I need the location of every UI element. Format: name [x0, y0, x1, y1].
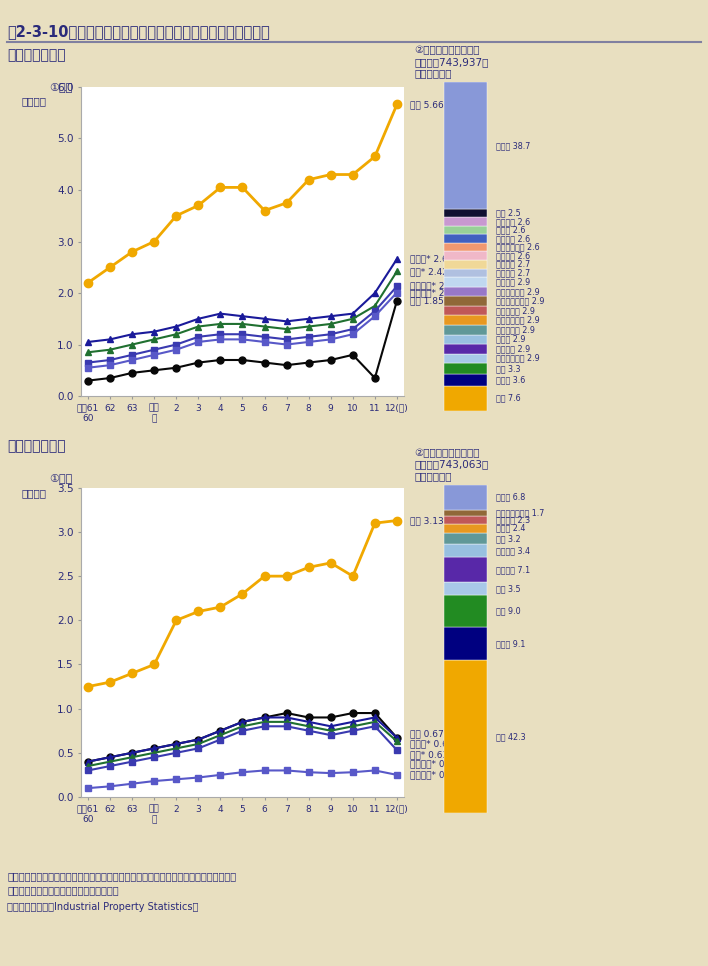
Bar [445, 217, 486, 226]
Bar [445, 363, 486, 374]
Text: 米国 7.6: 米国 7.6 [496, 393, 520, 403]
Text: スウェーデン 2.9: スウェーデン 2.9 [496, 354, 539, 363]
Text: イタリア 3.4: イタリア 3.4 [496, 546, 530, 554]
Bar [445, 269, 486, 277]
Text: ドイツ 3.6: ドイツ 3.6 [496, 375, 525, 384]
Bar [445, 234, 486, 242]
Text: オーストラリア 1.7: オーストラリア 1.7 [496, 508, 544, 517]
Text: ギリシャ 2.6: ギリシャ 2.6 [496, 234, 530, 243]
Text: スイス 2.9: スイス 2.9 [496, 335, 525, 344]
Text: イタリア* 2.01: イタリア* 2.01 [410, 288, 459, 297]
Text: 出願総数743,063件: 出願総数743,063件 [414, 460, 489, 469]
Bar [445, 251, 486, 260]
Text: アイルランド 2.6: アイルランド 2.6 [496, 242, 539, 251]
Text: 米国 3.13: 米国 3.13 [410, 516, 444, 525]
Text: 出願総数743,937件: 出願総数743,937件 [414, 57, 489, 67]
Text: ２．図中の＊印はＥＰＣ加盟国を示す: ２．図中の＊印はＥＰＣ加盟国を示す [7, 886, 119, 895]
Text: （万件）: （万件） [21, 97, 46, 106]
Bar [445, 297, 486, 306]
Bar [445, 209, 486, 217]
Text: キプロス 2.6: キプロス 2.6 [496, 217, 530, 226]
Text: イタリア 2.7: イタリア 2.7 [496, 269, 530, 277]
Bar [445, 260, 486, 269]
Text: ②内訳（平成１２年）: ②内訳（平成１２年） [414, 45, 480, 55]
Bar [445, 334, 486, 344]
Text: ドイツ 9.1: ドイツ 9.1 [496, 639, 525, 648]
Bar [445, 354, 486, 363]
Bar [445, 325, 486, 334]
Bar [445, 582, 486, 595]
Text: （単位：％）: （単位：％） [414, 69, 452, 78]
Text: ルクセンブルグ 2.9: ルクセンブルグ 2.9 [496, 297, 544, 305]
Bar [445, 595, 486, 628]
Text: デンマーク 2.9: デンマーク 2.9 [496, 326, 535, 334]
Text: その他 6.8: その他 6.8 [496, 493, 525, 501]
Text: オーストリア 2.9: オーストリア 2.9 [496, 316, 539, 325]
Bar [445, 277, 486, 287]
Bar [445, 516, 486, 524]
Text: フランス* 0.53: フランス* 0.53 [410, 760, 459, 769]
Text: 米国 42.3: 米国 42.3 [496, 732, 525, 741]
Text: 韓国 9.0: 韓国 9.0 [496, 607, 520, 615]
Text: 第2-3-10図　日本人の外国への特許出願及び登録件数の推移: 第2-3-10図 日本人の外国への特許出願及び登録件数の推移 [7, 24, 270, 40]
Text: （２）登録件数: （２）登録件数 [7, 440, 66, 453]
Bar [445, 374, 486, 385]
Text: イタリア* 0.25: イタリア* 0.25 [410, 770, 459, 780]
Text: オランダ 2.7: オランダ 2.7 [496, 260, 530, 269]
Text: ベルギー 2.6: ベルギー 2.6 [496, 251, 530, 260]
Bar [445, 485, 486, 509]
Text: ドイツ* 0.67: ドイツ* 0.67 [410, 739, 454, 749]
Bar [445, 344, 486, 354]
Text: オランダ 2.3: オランダ 2.3 [496, 515, 530, 525]
Bar [445, 661, 486, 813]
Text: 英国* 0.63: 英国* 0.63 [410, 750, 448, 759]
Bar [445, 316, 486, 325]
Text: カナダ 2.4: カナダ 2.4 [496, 524, 525, 533]
Text: （１）出願件数: （１）出願件数 [7, 48, 66, 62]
Text: 資料：ＷＩＰＯ「Industrial Property Statistics」: 資料：ＷＩＰＯ「Industrial Property Statistics」 [7, 902, 198, 912]
Text: （単位：％）: （単位：％） [414, 471, 452, 481]
Bar [445, 524, 486, 532]
Text: スペイン 2.9: スペイン 2.9 [496, 344, 530, 354]
Bar [445, 544, 486, 556]
Text: フランス 7.1: フランス 7.1 [496, 565, 530, 574]
Text: 注）１．特許協力条約（ＰＣＴ）及び欧州特許条約（ＥＰＣ）による指定件数を含む。: 注）１．特許協力条約（ＰＣＴ）及び欧州特許条約（ＥＰＣ）による指定件数を含む。 [7, 871, 236, 881]
Text: 中国 3.2: 中国 3.2 [496, 534, 520, 543]
Text: ドイツ* 2.66: ドイツ* 2.66 [410, 254, 454, 264]
Text: （万件）: （万件） [21, 488, 46, 497]
Text: モナコ 2.6: モナコ 2.6 [496, 225, 525, 235]
Text: ①推移: ①推移 [50, 473, 73, 483]
Text: 韓国 0.67: 韓国 0.67 [410, 729, 444, 738]
Text: 英国* 2.42: 英国* 2.42 [410, 267, 448, 276]
Bar [445, 306, 486, 316]
Text: ②内訳（平成１２年）: ②内訳（平成１２年） [414, 448, 480, 458]
Text: フィンランド 2.9: フィンランド 2.9 [496, 287, 539, 297]
Bar [445, 385, 486, 411]
Text: 韓国 2.5: 韓国 2.5 [496, 209, 520, 217]
Text: 英国 3.5: 英国 3.5 [496, 584, 520, 593]
Text: 米国 5.66: 米国 5.66 [410, 99, 444, 109]
Text: 英国 3.3: 英国 3.3 [496, 364, 520, 373]
Text: 韓国 1.85: 韓国 1.85 [410, 297, 444, 305]
Bar [445, 532, 486, 544]
Bar [445, 509, 486, 516]
Text: その他 38.7: その他 38.7 [496, 141, 530, 150]
Bar [445, 287, 486, 297]
Text: フランス* 2.13: フランス* 2.13 [410, 282, 459, 291]
Bar [445, 628, 486, 661]
Text: フランス 2.9: フランス 2.9 [496, 277, 530, 287]
Text: ①推移: ①推移 [50, 82, 73, 92]
Bar [445, 226, 486, 234]
Text: ポルトガル 2.9: ポルトガル 2.9 [496, 306, 535, 315]
Bar [445, 82, 486, 209]
Bar [445, 242, 486, 251]
Bar [445, 556, 486, 582]
